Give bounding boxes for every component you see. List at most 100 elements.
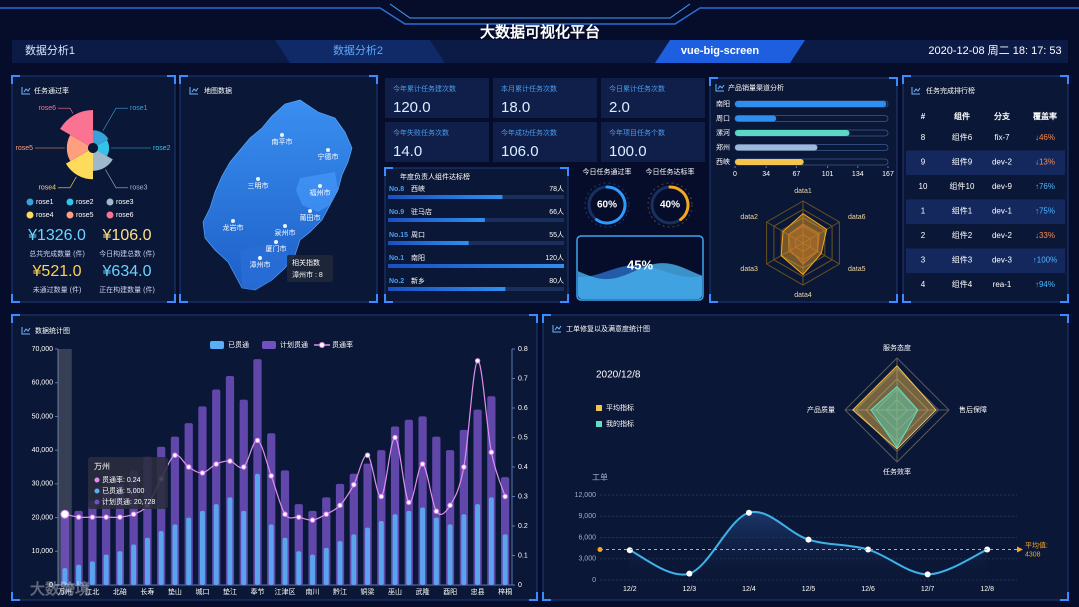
legend-swatch: [596, 421, 602, 427]
average-arrow: [1017, 546, 1023, 553]
gauge-value: 60%: [597, 200, 617, 211]
city-label: 三明市: [248, 181, 269, 190]
panel-corner: [560, 294, 569, 303]
table-cell: dev-3: [992, 256, 1013, 265]
panel: [11, 75, 176, 303]
x-tick-label: 江津区: [275, 588, 296, 596]
x-tick-label: 垫山: [168, 587, 182, 596]
bar: [735, 144, 818, 151]
rose-sector: [66, 134, 89, 162]
panel: [384, 167, 569, 303]
table-header: 覆盖率: [1033, 111, 1057, 121]
rate-point: [378, 493, 385, 500]
bar: [351, 534, 357, 585]
x-tick-label: 忠县: [471, 588, 485, 596]
summary-label: 总共完成数量 (件): [29, 249, 85, 258]
table-cell: 组件3: [952, 255, 973, 265]
legend-swatch: [210, 341, 224, 349]
rank-value: 80人: [549, 277, 564, 285]
panel-corner: [11, 592, 20, 601]
rate-point: [309, 517, 316, 523]
tooltip-line: 已贯通: 5,000: [102, 486, 145, 495]
rank-no: No.15: [389, 232, 408, 239]
counter-card: [601, 78, 705, 118]
map-tooltip: [287, 255, 333, 282]
bar: [158, 531, 164, 585]
rate-point: [227, 458, 233, 464]
city-dot: [318, 184, 322, 188]
radar-area: [787, 223, 820, 265]
bar: [60, 515, 70, 585]
table-cell: ↑100%: [1033, 256, 1057, 265]
city-label: 莆田市: [300, 213, 321, 222]
x-tick-label: 梓桐: [498, 587, 512, 596]
table-cell: 组件6: [952, 132, 973, 142]
legend-swatch: [596, 405, 602, 411]
y2-tick-label: 0.7: [518, 375, 528, 382]
bar: [323, 547, 329, 585]
counter-card: [601, 122, 705, 162]
line-area: [629, 511, 988, 580]
line-point: [865, 546, 872, 553]
y-tick-label: 0: [592, 577, 596, 584]
bar: [117, 551, 123, 585]
x-tick-label: 黔江: [333, 587, 347, 596]
y2-tick-label: 0.5: [518, 434, 528, 441]
table-cell: ↑76%: [1035, 182, 1055, 191]
radar-label: data6: [848, 214, 866, 221]
y-tick-label: 50,000: [32, 413, 54, 420]
city-label: 福州市: [310, 188, 331, 197]
summary-value: ¥106.0: [102, 227, 152, 244]
radar-label: data5: [848, 266, 866, 273]
rank-no: No.9: [389, 209, 404, 216]
table-cell: 组件2: [952, 230, 973, 240]
counter-label: 今年失败任务次数: [393, 128, 449, 137]
bar: [172, 524, 178, 585]
rank-bar: [388, 218, 485, 222]
y2-tick-label: 0.1: [518, 552, 528, 559]
city-dot: [308, 209, 312, 213]
bar: [296, 551, 302, 585]
y-tick-label: 3,000: [578, 556, 596, 563]
x-tick-label: 0: [733, 171, 737, 178]
rate-point: [488, 449, 495, 455]
y-tick-label: 6,000: [578, 534, 596, 541]
table-cell: 组件4: [952, 279, 973, 289]
y-tick-label: 70,000: [32, 346, 54, 353]
x-tick-label: 12/3: [683, 586, 697, 593]
counter-value: 106.0: [501, 143, 539, 160]
radar-label: 产品质量: [807, 405, 835, 414]
gauge-ring: [647, 182, 693, 228]
tab-bar: [12, 40, 1068, 63]
bar: [406, 510, 412, 585]
rate-point: [461, 464, 467, 470]
title-icon: [552, 325, 562, 333]
panel-corner: [709, 77, 718, 86]
rate-point: [103, 514, 109, 520]
liquid-frame: [576, 235, 704, 301]
table-cell: ↑94%: [1035, 280, 1055, 289]
rate-point: [433, 508, 440, 514]
table-header: 分支: [994, 111, 1011, 121]
counter-label: 今年累计任务建次数: [393, 84, 456, 93]
legend-label: rose2: [76, 199, 94, 206]
counter-label: 本月累计任务次数: [501, 84, 557, 93]
rose-sector: [93, 150, 113, 171]
table-cell: 组件9: [952, 157, 973, 167]
x-tick-label: 12/7: [921, 586, 935, 593]
rate-point: [351, 482, 357, 488]
tab: [655, 40, 805, 63]
counter-card: [385, 78, 489, 118]
bar: [337, 541, 343, 585]
legend-dot: [66, 198, 74, 206]
y2-tick-label: 0.6: [518, 405, 528, 412]
tab-label: 数据分析2: [333, 43, 383, 57]
map-region: [240, 240, 290, 290]
table-cell: dev-1: [992, 207, 1013, 216]
bar-label: 郑州: [716, 143, 730, 151]
table-cell: 10: [919, 182, 928, 191]
y-tick-label: 12,000: [575, 492, 597, 499]
x-tick-label: 101: [822, 171, 834, 178]
header-deco: [0, 7, 1079, 25]
title-icon: [715, 84, 725, 92]
